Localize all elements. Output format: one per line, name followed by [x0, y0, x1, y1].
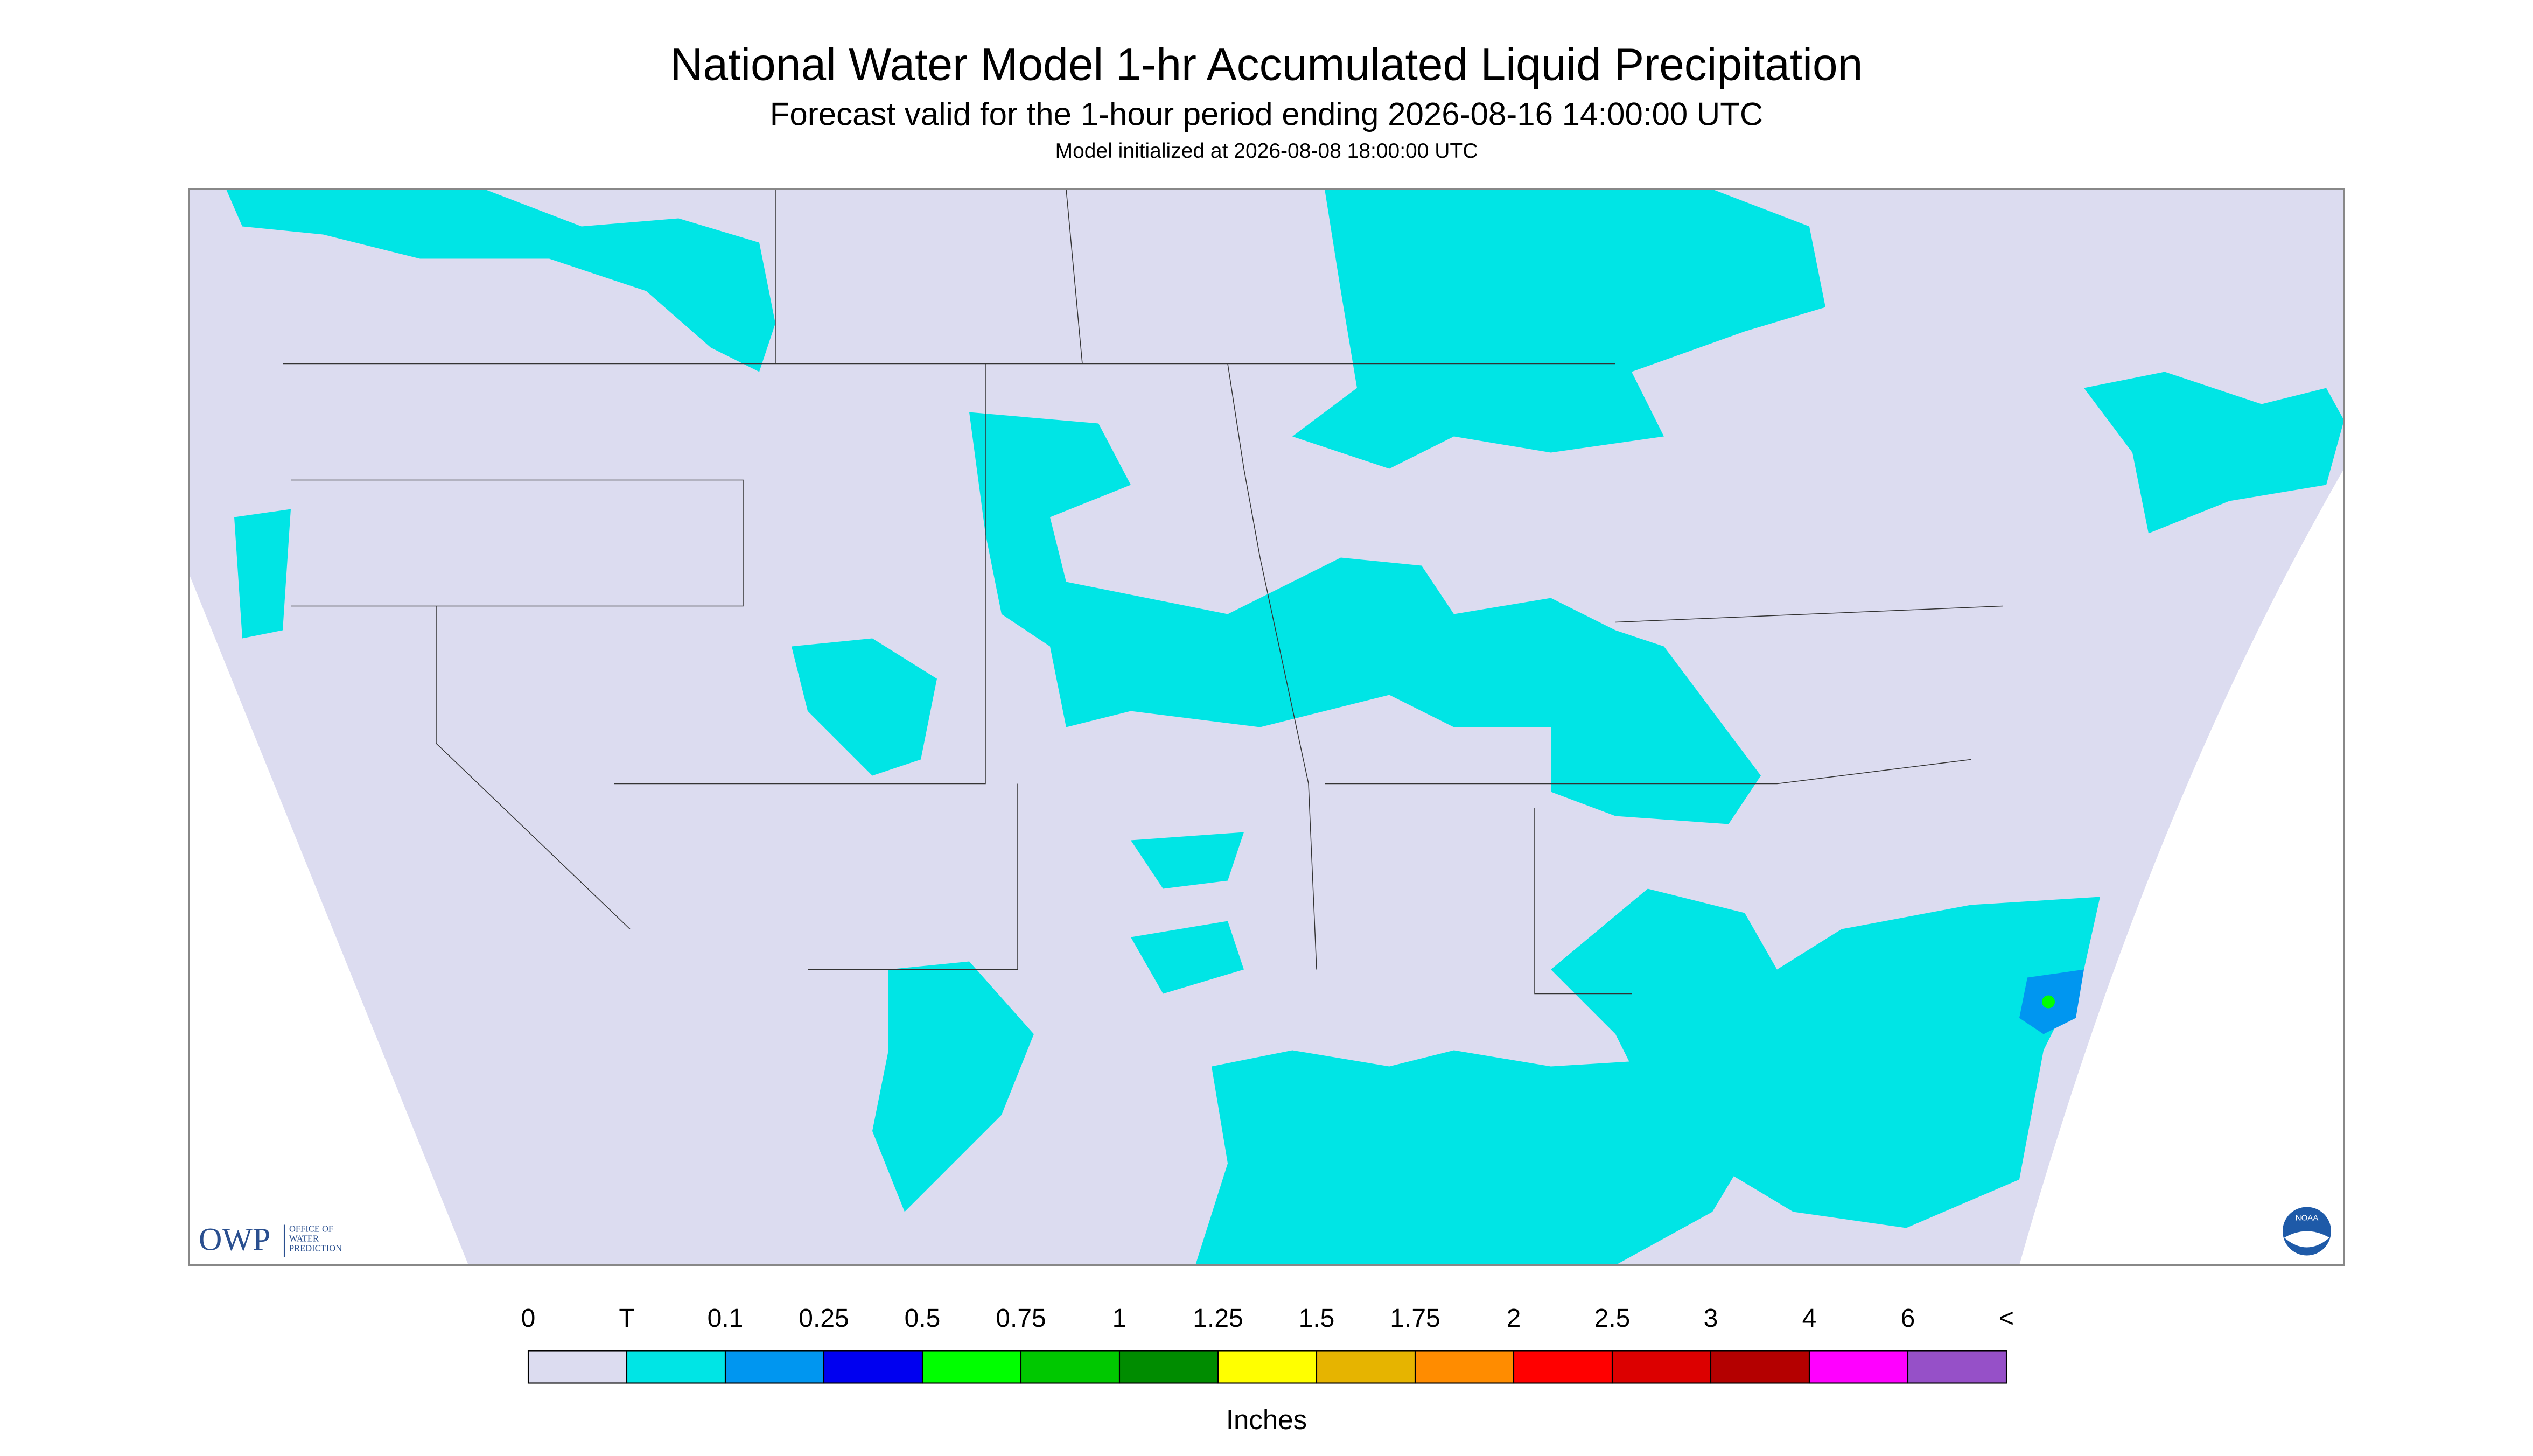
legend-label: T	[619, 1304, 634, 1333]
legend-swatch	[921, 1350, 1022, 1384]
map-frame	[188, 188, 2345, 1266]
legend-label: 2.5	[1594, 1304, 1631, 1333]
precip-area	[969, 412, 1761, 824]
logo-line: PREDICTION	[289, 1243, 342, 1253]
legend-label: <	[1999, 1304, 2014, 1333]
legend-label: 0.75	[996, 1304, 1046, 1333]
legend-label: 6	[1901, 1304, 1915, 1333]
precip-area	[1195, 1050, 1761, 1265]
legend-label: 1.75	[1390, 1304, 1440, 1333]
projection-edge	[189, 573, 468, 1265]
precip-area	[1131, 832, 1244, 889]
precip-area	[2042, 995, 2055, 1009]
legend-swatch	[1808, 1350, 1909, 1384]
legend-label: 0.1	[708, 1304, 744, 1333]
agency-name: NOAA	[2296, 1213, 2319, 1222]
legend-label: 4	[1802, 1304, 1817, 1333]
precip-area	[1292, 189, 1825, 469]
agency-logo	[2284, 1231, 2329, 1248]
legend-swatch	[1217, 1350, 1318, 1384]
legend-unit: Inches	[1226, 1404, 1307, 1435]
precip-area	[872, 961, 1034, 1212]
legend-swatch	[527, 1350, 628, 1384]
legend-swatch	[1907, 1350, 2007, 1384]
legend-swatch	[1414, 1350, 1515, 1384]
legend-swatch	[1316, 1350, 1416, 1384]
projection-edge	[2019, 468, 2344, 1265]
logo-acronym: OWP	[199, 1221, 270, 1257]
precip-area	[1131, 921, 1244, 994]
legend-label: 1	[1112, 1304, 1127, 1333]
logo-line: WATER	[289, 1233, 319, 1243]
precip-area	[1551, 888, 2100, 1228]
precip-area	[234, 509, 291, 639]
legend-label: 0.5	[905, 1304, 941, 1333]
legend-label: 1.5	[1299, 1304, 1335, 1333]
legend: 0 T 0.1 0.25 0.5 0.75 1 1.25 1.5 1.75 2 2.5 3 4 6 <	[521, 1304, 2014, 1384]
precip-area	[226, 189, 775, 372]
legend-swatch	[1611, 1350, 1712, 1384]
legend-swatch	[1020, 1350, 1121, 1384]
logo-line: OFFICE OF	[289, 1223, 333, 1234]
boundary	[283, 189, 2004, 995]
legend-swatch	[823, 1350, 923, 1384]
init-note: Model initialized at 2026-08-08 18:00:00…	[1055, 139, 1478, 163]
title: National Water Model 1-hr Accumulated Li…	[670, 39, 1863, 90]
legend-label: 1.25	[1193, 1304, 1243, 1333]
legend-label: 0.25	[799, 1304, 849, 1333]
subtitle: Forecast valid for the 1-hour period end…	[770, 96, 1763, 132]
precip-area	[792, 638, 937, 776]
legend-label: 2	[1507, 1304, 1521, 1333]
legend-swatch	[1513, 1350, 1613, 1384]
legend-swatch	[724, 1350, 825, 1384]
legend-label: 3	[1704, 1304, 1718, 1333]
legend-swatch	[1118, 1350, 1219, 1384]
precip-area	[2084, 372, 2344, 534]
legend-label: 0	[521, 1304, 536, 1333]
legend-swatch	[626, 1350, 726, 1384]
legend-swatch	[1710, 1350, 1810, 1384]
